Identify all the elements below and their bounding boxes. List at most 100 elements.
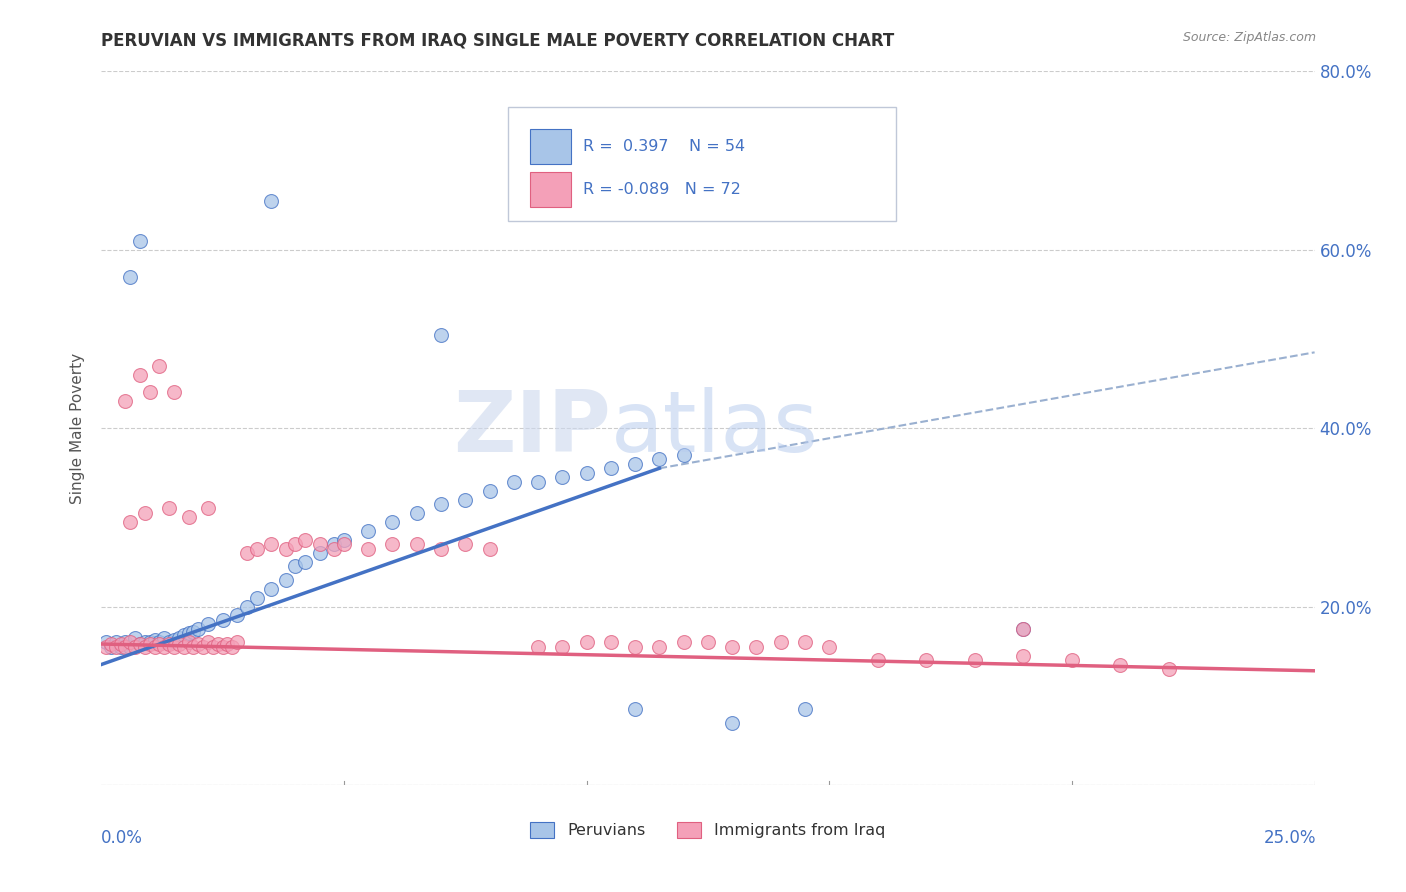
Point — [134, 635, 156, 649]
Point — [114, 635, 136, 649]
FancyBboxPatch shape — [508, 107, 896, 221]
Point — [143, 640, 166, 654]
Point — [274, 573, 297, 587]
Point — [274, 541, 297, 556]
Point — [624, 702, 647, 716]
Point — [818, 640, 841, 654]
Point — [478, 483, 501, 498]
Point — [187, 622, 209, 636]
Point — [721, 715, 744, 730]
Point — [139, 385, 162, 400]
FancyBboxPatch shape — [530, 128, 571, 164]
Point — [1109, 657, 1132, 672]
Point — [167, 637, 190, 651]
Point — [120, 515, 142, 529]
Point — [177, 635, 200, 649]
Point — [110, 640, 132, 654]
Point — [207, 637, 229, 651]
Point — [100, 640, 122, 654]
Point — [333, 533, 356, 547]
Point — [183, 640, 205, 654]
Point — [124, 631, 146, 645]
Point — [381, 515, 404, 529]
Point — [721, 640, 744, 654]
Point — [153, 640, 176, 654]
Point — [323, 537, 346, 551]
Point — [236, 599, 259, 614]
Point — [769, 635, 792, 649]
Point — [139, 635, 162, 649]
Point — [148, 635, 170, 649]
Point — [1012, 648, 1035, 663]
Text: R = -0.089   N = 72: R = -0.089 N = 72 — [583, 182, 741, 196]
Point — [551, 470, 574, 484]
Y-axis label: Single Male Poverty: Single Male Poverty — [70, 352, 86, 504]
Point — [226, 635, 249, 649]
Point — [197, 635, 219, 649]
Point — [187, 637, 209, 651]
Point — [697, 635, 720, 649]
Point — [211, 613, 233, 627]
Point — [357, 541, 380, 556]
Point — [236, 546, 259, 560]
Point — [129, 637, 152, 651]
Point — [866, 653, 889, 667]
Text: PERUVIAN VS IMMIGRANTS FROM IRAQ SINGLE MALE POVERTY CORRELATION CHART: PERUVIAN VS IMMIGRANTS FROM IRAQ SINGLE … — [101, 31, 894, 49]
Point — [134, 640, 156, 654]
Point — [454, 492, 477, 507]
Point — [173, 628, 195, 642]
Point — [129, 368, 152, 382]
Point — [217, 637, 239, 651]
Point — [110, 637, 132, 651]
Point — [104, 635, 127, 649]
Point — [1012, 622, 1035, 636]
Text: ZIP: ZIP — [453, 386, 610, 470]
Point — [120, 635, 142, 649]
Point — [94, 635, 117, 649]
Point — [430, 541, 453, 556]
Legend: Peruvians, Immigrants from Iraq: Peruvians, Immigrants from Iraq — [524, 815, 891, 845]
Point — [260, 194, 283, 208]
Point — [745, 640, 768, 654]
Point — [143, 633, 166, 648]
Text: atlas: atlas — [610, 386, 818, 470]
Point — [405, 537, 427, 551]
Text: 0.0%: 0.0% — [101, 829, 143, 847]
Point — [551, 640, 574, 654]
Point — [245, 591, 267, 605]
Point — [430, 497, 453, 511]
Point — [794, 702, 817, 716]
FancyBboxPatch shape — [530, 171, 571, 207]
Point — [157, 637, 180, 651]
Point — [454, 537, 477, 551]
Point — [1012, 622, 1035, 636]
Point — [163, 640, 186, 654]
Point — [167, 631, 190, 645]
Point — [226, 608, 249, 623]
Point — [148, 359, 170, 373]
Point — [575, 635, 598, 649]
Point — [405, 506, 427, 520]
Point — [624, 457, 647, 471]
Point — [221, 640, 243, 654]
Text: Source: ZipAtlas.com: Source: ZipAtlas.com — [1182, 31, 1316, 45]
Point — [478, 541, 501, 556]
Point — [915, 653, 938, 667]
Point — [323, 541, 346, 556]
Point — [294, 533, 316, 547]
Text: 25.0%: 25.0% — [1264, 829, 1316, 847]
Point — [163, 385, 186, 400]
Point — [963, 653, 986, 667]
Point — [284, 537, 307, 551]
Point — [1060, 653, 1083, 667]
Point — [381, 537, 404, 551]
Point — [430, 327, 453, 342]
Point — [197, 501, 219, 516]
Point — [294, 555, 316, 569]
Point — [308, 537, 330, 551]
Point — [183, 624, 205, 639]
Point — [177, 510, 200, 524]
Point — [114, 394, 136, 409]
Point — [672, 635, 695, 649]
Point — [624, 640, 647, 654]
